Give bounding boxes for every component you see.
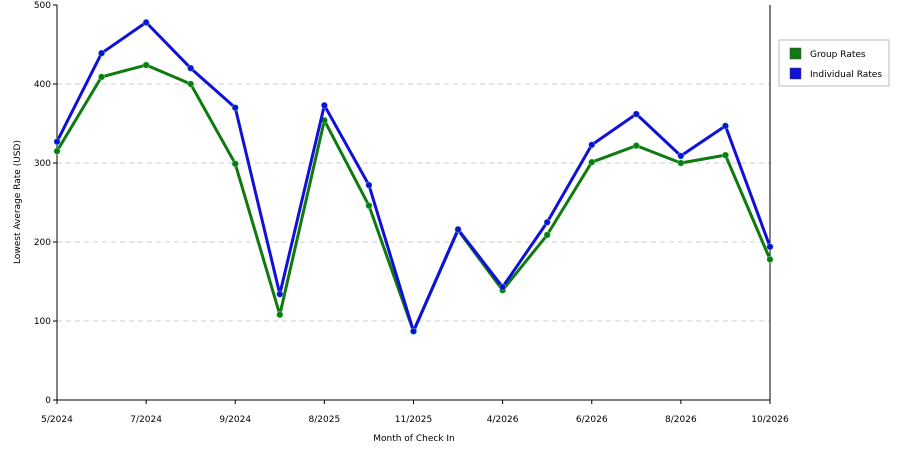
- data-point: [231, 104, 239, 112]
- legend-label: Individual Rates: [810, 70, 882, 80]
- legend-swatch: [789, 67, 802, 80]
- data-point: [142, 61, 150, 69]
- x-tick-label: 11/2025: [395, 415, 432, 425]
- data-point: [231, 160, 239, 168]
- data-point: [98, 73, 106, 81]
- data-point: [543, 231, 551, 239]
- data-point: [276, 290, 284, 298]
- data-point: [53, 147, 61, 155]
- y-tick-label: 200: [34, 238, 51, 248]
- data-point: [365, 181, 373, 189]
- data-point: [187, 64, 195, 72]
- data-point: [320, 101, 328, 109]
- x-tick-label: 9/2024: [219, 415, 251, 425]
- data-point: [53, 138, 61, 146]
- data-point: [588, 158, 596, 166]
- data-point: [187, 80, 195, 88]
- x-tick-label: 7/2024: [130, 415, 162, 425]
- x-tick-label: 10/2026: [751, 415, 789, 425]
- data-point: [588, 141, 596, 149]
- y-tick-label: 400: [34, 80, 51, 90]
- data-point: [454, 225, 462, 233]
- x-axis-label: Month of Check In: [373, 434, 455, 444]
- data-point: [677, 152, 685, 160]
- data-point: [276, 311, 284, 319]
- legend-label: Group Rates: [810, 50, 866, 60]
- x-tick-label: 8/2026: [665, 415, 697, 425]
- data-point: [632, 142, 640, 150]
- x-tick-label: 6/2026: [576, 415, 608, 425]
- x-tick-label: 5/2024: [41, 415, 73, 425]
- data-point: [632, 110, 640, 118]
- data-point: [766, 255, 774, 263]
- y-tick-label: 100: [34, 317, 51, 327]
- y-tick-label: 0: [45, 396, 51, 406]
- y-tick-label: 500: [34, 1, 51, 11]
- y-tick-label: 300: [34, 159, 51, 169]
- data-point: [98, 49, 106, 57]
- x-tick-label: 4/2026: [487, 415, 519, 425]
- y-axis-label: Lowest Average Rate (USD): [13, 140, 23, 264]
- data-point: [543, 218, 551, 226]
- data-point: [365, 202, 373, 210]
- x-tick-label: 8/2025: [309, 415, 341, 425]
- data-point: [677, 159, 685, 167]
- data-point: [142, 18, 150, 26]
- data-point: [409, 327, 417, 335]
- legend-swatch: [789, 47, 802, 60]
- data-point: [766, 243, 774, 251]
- data-point: [499, 283, 507, 291]
- data-point: [721, 151, 729, 159]
- data-point: [721, 122, 729, 130]
